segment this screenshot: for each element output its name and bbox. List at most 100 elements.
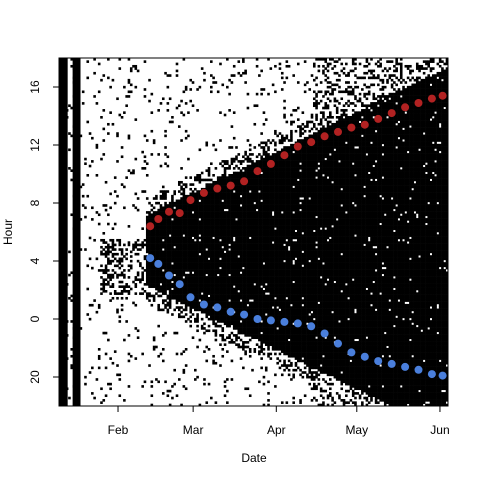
raster-cell <box>264 276 268 279</box>
raster-cell <box>223 276 227 279</box>
raster-cell <box>184 306 188 309</box>
raster-cell <box>200 278 204 282</box>
raster-cell <box>271 343 275 346</box>
raster-cell <box>267 146 270 149</box>
raster-cell <box>184 232 188 235</box>
raster-cell <box>251 211 254 214</box>
raster-cell <box>205 308 209 312</box>
raster-cell <box>251 292 254 295</box>
raster-cell <box>164 306 167 309</box>
raster-cell <box>198 283 202 286</box>
raster-cell <box>194 215 197 219</box>
raster-cell <box>194 236 197 240</box>
raster-cell <box>168 227 172 230</box>
raster-cell <box>246 287 250 291</box>
raster-cell <box>283 167 286 170</box>
raster-cell <box>253 269 257 272</box>
raster-cell <box>97 269 101 272</box>
raster-cell <box>232 292 236 295</box>
raster-cell <box>274 301 277 305</box>
raster-cell <box>123 255 126 258</box>
raster-cell <box>278 287 282 291</box>
raster-cell <box>232 320 236 323</box>
raster-cell <box>212 250 215 254</box>
raster-cell <box>253 234 257 237</box>
raster-cell <box>248 143 252 147</box>
raster-cell <box>173 259 176 263</box>
raster-cell <box>248 278 252 282</box>
raster-cell <box>237 174 241 177</box>
raster-cell <box>251 220 254 224</box>
raster-cell <box>155 250 158 254</box>
raster-cell <box>280 76 284 80</box>
raster-cell <box>280 213 284 217</box>
raster-cell <box>175 252 179 256</box>
raster-cell <box>287 320 291 323</box>
raster-cell <box>212 313 215 316</box>
raster-cell <box>230 157 234 161</box>
raster-cell <box>271 290 275 293</box>
raster-cell <box>219 317 222 321</box>
raster-cell <box>194 280 197 284</box>
raster-cell <box>150 241 154 244</box>
raster-cell <box>276 303 279 307</box>
raster-cell <box>237 185 241 189</box>
raster-cell <box>244 222 247 226</box>
raster-cell <box>242 243 245 247</box>
raster-cell <box>191 245 195 249</box>
raster-cell <box>77 257 80 261</box>
raster-cell <box>260 262 263 265</box>
raster-cell <box>159 211 163 214</box>
raster-cell <box>230 160 234 163</box>
raster-cell <box>141 271 144 275</box>
raster-cell <box>262 169 266 172</box>
raster-cell <box>177 243 181 247</box>
raster-cell <box>248 160 252 163</box>
raster-cell <box>214 290 218 293</box>
raster-cell <box>161 229 165 233</box>
raster-cell <box>262 273 266 277</box>
raster-cell <box>242 269 245 272</box>
raster-cell <box>97 357 101 360</box>
raster-cell <box>228 317 231 321</box>
raster-cell <box>171 294 174 298</box>
raster-cell <box>246 234 250 237</box>
raster-cell <box>232 197 236 200</box>
raster-cell <box>283 201 286 205</box>
raster-cell <box>207 250 211 254</box>
raster-cell <box>180 167 183 170</box>
raster-cell <box>255 250 259 254</box>
raster-cell <box>274 385 277 388</box>
raster-cell <box>267 278 270 282</box>
raster-cell <box>145 292 149 295</box>
raster-cell <box>258 276 261 279</box>
raster-cell <box>237 241 241 244</box>
raster-cell <box>235 276 238 279</box>
raster-cell <box>264 194 268 198</box>
raster-cell <box>203 378 206 381</box>
raster-cell <box>155 285 158 288</box>
raster-cell <box>223 262 227 265</box>
raster-cell <box>230 199 234 203</box>
raster-cell <box>255 178 259 182</box>
raster-cell <box>200 215 204 219</box>
raster-cell <box>191 215 195 219</box>
raster-cell <box>166 238 170 242</box>
raster-cell <box>207 174 211 177</box>
raster-cell <box>283 183 286 186</box>
raster-cell <box>258 334 261 337</box>
raster-cell <box>292 301 295 305</box>
raster-cell <box>271 329 275 333</box>
raster-cell <box>182 192 186 196</box>
raster-cell <box>271 167 275 170</box>
raster-cell <box>166 109 170 112</box>
raster-cell <box>223 194 227 198</box>
raster-cell <box>242 262 245 265</box>
raster-cell <box>264 178 268 182</box>
raster-cell <box>189 213 193 217</box>
raster-cell <box>212 229 215 233</box>
raster-cell <box>161 266 165 270</box>
raster-cell <box>180 222 183 226</box>
raster-cell <box>184 225 188 228</box>
raster-cell <box>221 310 225 314</box>
